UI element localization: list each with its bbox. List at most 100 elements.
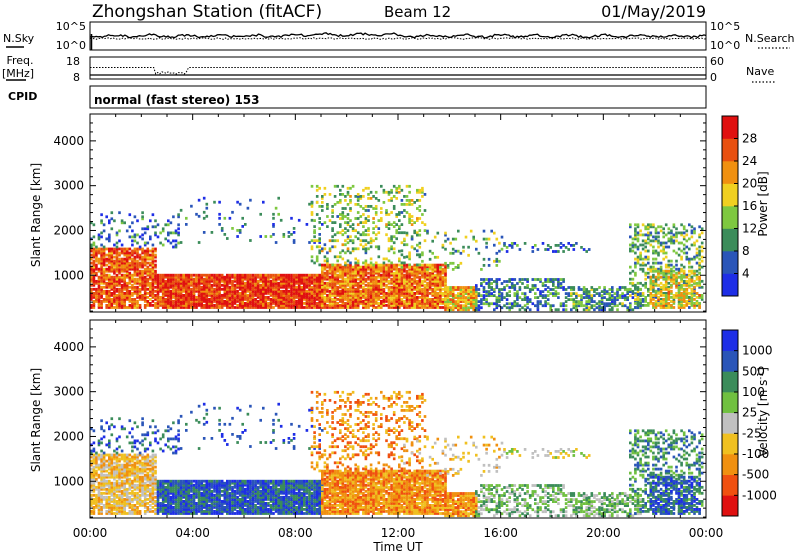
- data-cell: [542, 242, 545, 245]
- data-cell: [170, 232, 173, 235]
- data-cell: [691, 276, 694, 279]
- data-cell: [652, 280, 655, 283]
- data-cell: [688, 306, 691, 309]
- data-cell: [252, 274, 255, 277]
- data-cell: [583, 304, 586, 307]
- data-cell: [519, 248, 522, 251]
- data-cell: [129, 290, 132, 293]
- data-cell: [111, 292, 114, 295]
- data-cell: [105, 264, 108, 267]
- data-cell: [139, 288, 142, 291]
- data-cell: [688, 274, 691, 277]
- data-cell: [401, 241, 404, 244]
- data-cell: [506, 298, 509, 301]
- data-cell: [647, 268, 650, 271]
- data-cell: [339, 255, 342, 258]
- data-cell: [429, 292, 432, 295]
- data-cell: [519, 308, 522, 311]
- data-cell: [321, 195, 324, 198]
- data-cell: [480, 294, 483, 297]
- data-cell: [452, 248, 455, 251]
- data-cell: [668, 227, 671, 230]
- data-cell: [267, 274, 270, 277]
- data-cell: [483, 278, 486, 281]
- data-cell: [403, 262, 406, 265]
- data-cell: [336, 298, 339, 301]
- data-cell: [660, 266, 663, 269]
- data-cell: [164, 298, 167, 301]
- data-cell: [334, 255, 337, 258]
- data-cell: [144, 242, 147, 245]
- data-cell: [452, 268, 455, 271]
- data-cell: [642, 284, 645, 287]
- data-cell: [503, 296, 506, 299]
- data-cell: [419, 189, 422, 192]
- data-cell: [483, 238, 486, 241]
- data-cell: [193, 274, 196, 277]
- data-cell: [393, 185, 396, 188]
- data-cell: [570, 244, 573, 247]
- data-cell: [673, 234, 676, 237]
- data-cell: [462, 286, 465, 289]
- data-cell: [596, 302, 599, 305]
- data-cell: [691, 270, 694, 273]
- data-cell: [686, 252, 689, 255]
- freq-tick-bottom: 8: [73, 71, 80, 84]
- data-cell: [675, 232, 678, 235]
- data-cell: [93, 260, 96, 263]
- data-cell: [442, 288, 445, 291]
- data-cell: [172, 215, 175, 218]
- data-cell: [634, 272, 637, 275]
- data-cell: [383, 201, 386, 204]
- data-cell: [431, 240, 434, 243]
- data-cell: [401, 262, 404, 265]
- data-cell: [139, 254, 142, 257]
- data-cell: [683, 252, 686, 255]
- data-cell: [647, 272, 650, 275]
- data-cell: [234, 306, 237, 309]
- data-cell: [416, 244, 419, 247]
- data-cell: [444, 232, 447, 235]
- data-cell: [701, 294, 704, 297]
- data-cell: [349, 251, 352, 254]
- data-cell: [334, 233, 337, 236]
- data-cell: [591, 286, 594, 289]
- data-cell: [503, 304, 506, 307]
- data-cell: [678, 276, 681, 279]
- data-cell: [393, 225, 396, 228]
- data-cell: [555, 308, 558, 311]
- data-cell: [336, 185, 339, 188]
- data-cell: [660, 272, 663, 275]
- data-cell: [549, 292, 552, 295]
- data-cell: [362, 300, 365, 303]
- data-cell: [424, 284, 427, 287]
- data-cell: [416, 280, 419, 283]
- data-cell: [634, 284, 637, 287]
- data-cell: [211, 231, 214, 234]
- data-cell: [442, 298, 445, 301]
- data-cell: [352, 223, 355, 226]
- data-cell: [360, 195, 363, 198]
- data-cell: [650, 276, 653, 279]
- data-cell: [686, 296, 689, 299]
- data-cell: [657, 284, 660, 287]
- data-cell: [544, 288, 547, 291]
- data-cell: [539, 300, 542, 303]
- data-cell: [344, 215, 347, 218]
- data-cell: [354, 235, 357, 238]
- data-cell: [254, 298, 257, 301]
- data-cell: [413, 286, 416, 289]
- beam-label: Beam 12: [384, 3, 451, 21]
- data-cell: [662, 278, 665, 281]
- data-cell: [108, 248, 111, 251]
- data-cell: [103, 290, 106, 293]
- data-cell: [336, 302, 339, 305]
- data-cell: [434, 236, 437, 239]
- data-cell: [470, 286, 473, 289]
- data-cell: [567, 242, 570, 245]
- data-cell: [339, 217, 342, 220]
- data-cell: [560, 242, 563, 245]
- data-cell: [370, 245, 373, 248]
- data-cell: [634, 302, 637, 305]
- data-cell: [336, 255, 339, 258]
